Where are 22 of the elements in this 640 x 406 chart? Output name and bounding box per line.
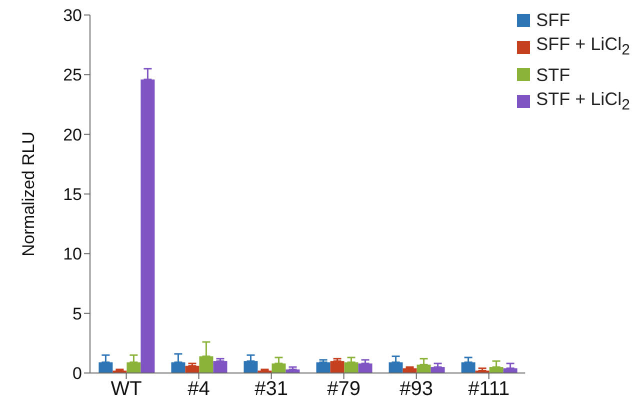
bar [213,361,228,373]
x-tick-label: #31 [254,378,288,400]
y-tick-label: 30 [63,6,82,26]
y-tick-label: 10 [63,244,82,264]
legend-label: STF + LiCl$_{2}$ [536,88,630,116]
legend-label: SFF + LiCl$_{2}$ [536,33,630,61]
x-tick-label: WT [110,378,142,400]
x-tick-label: #4 [188,378,210,400]
x-tick-label: #93 [400,378,434,400]
legend-label: STF [536,64,570,87]
y-tick-label: 20 [63,125,82,144]
y-tick-label: 5 [72,304,82,324]
bar [330,361,344,373]
y-tick-label: 25 [63,66,82,85]
y-tick-label: 15 [63,185,82,204]
y-axis-title: Normalized RLU [19,132,38,256]
bar [316,362,330,373]
x-tick-label: #111 [468,378,510,400]
y-tick-label: 0 [72,364,82,384]
legend-label: SFF [536,9,570,32]
bar [358,363,372,373]
x-tick-label: #79 [327,378,361,400]
